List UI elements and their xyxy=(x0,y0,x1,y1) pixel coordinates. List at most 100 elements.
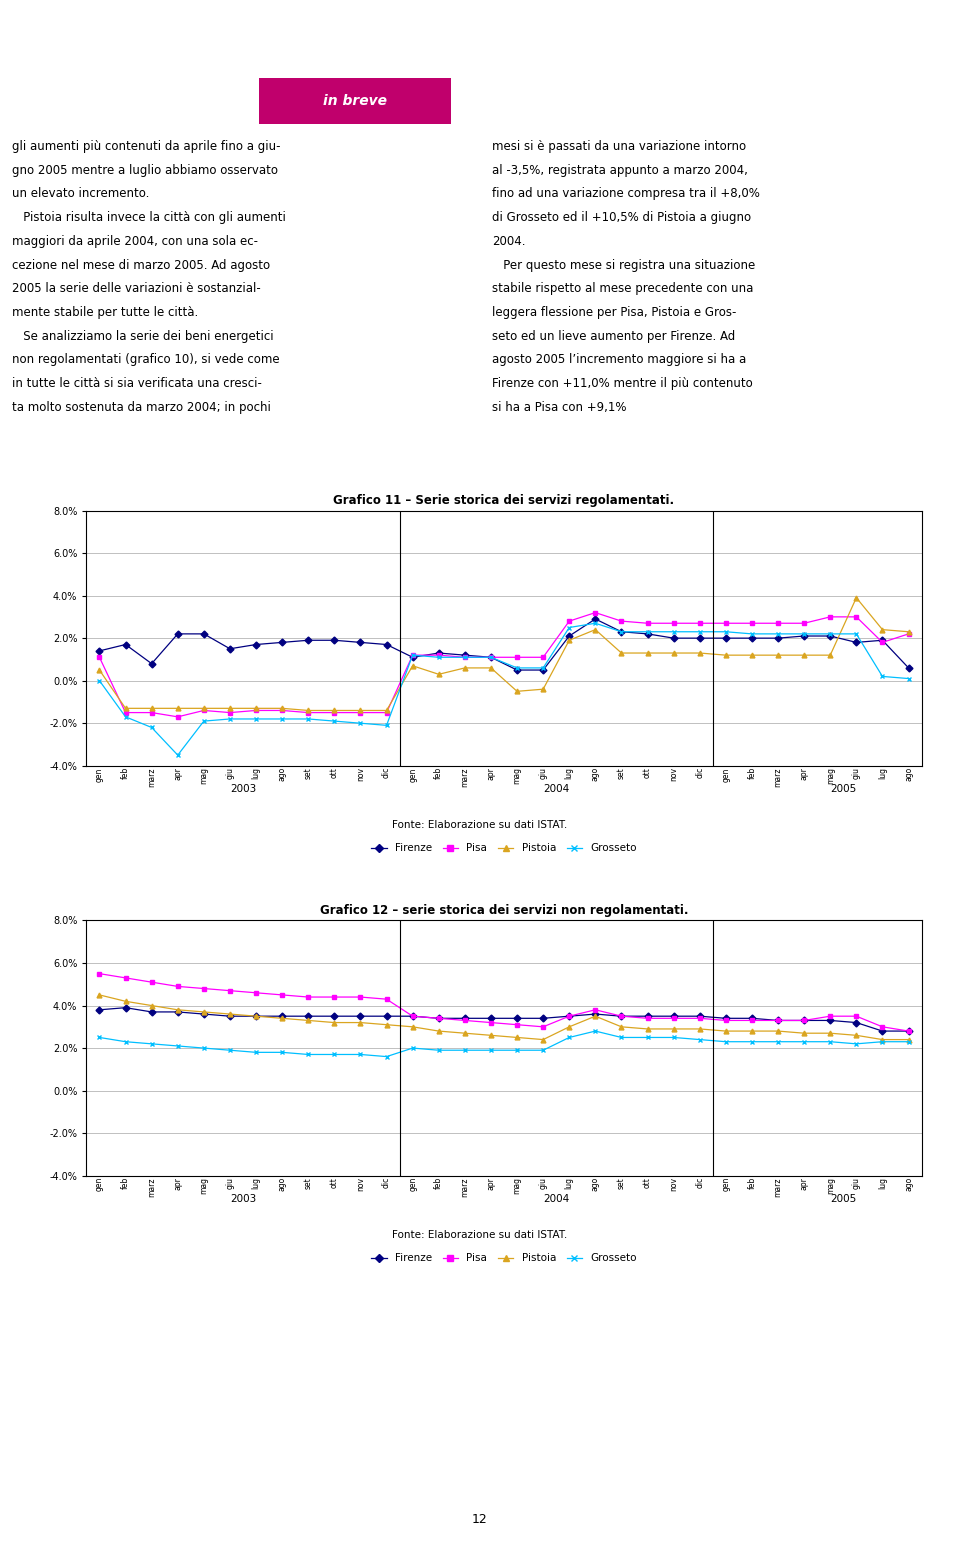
Pistoia xyxy=(354,701,366,719)
Text: ta molto sostenuta da marzo 2004; in pochi: ta molto sostenuta da marzo 2004; in poc… xyxy=(12,401,271,413)
Grosseto xyxy=(251,710,262,729)
Pisa xyxy=(251,984,262,1002)
Grosseto xyxy=(772,1032,783,1050)
Firenze xyxy=(799,627,810,645)
Firenze xyxy=(433,644,444,662)
Pistoia xyxy=(328,701,340,719)
Pisa xyxy=(354,704,366,722)
Firenze xyxy=(381,636,393,654)
Grosseto xyxy=(407,1040,419,1058)
Firenze xyxy=(276,633,288,651)
Text: fino ad una variazione compresa tra il +8,0%: fino ad una variazione compresa tra il +… xyxy=(492,187,760,201)
Text: Fonte: Elaborazione su dati ISTAT.: Fonte: Elaborazione su dati ISTAT. xyxy=(393,820,567,829)
Firenze xyxy=(120,998,132,1016)
Pisa xyxy=(876,633,888,651)
Pisa xyxy=(694,614,706,633)
Firenze xyxy=(825,1012,836,1030)
Text: 2003: 2003 xyxy=(229,784,256,794)
Grosseto xyxy=(720,1032,732,1050)
Firenze xyxy=(302,1007,314,1026)
Grosseto xyxy=(407,647,419,665)
Pisa xyxy=(172,707,183,726)
Pisa xyxy=(851,1007,862,1026)
Firenze xyxy=(485,648,496,667)
Text: leggera flessione per Pisa, Pistoia e Gros-: leggera flessione per Pisa, Pistoia e Gr… xyxy=(492,306,736,319)
Text: 2004: 2004 xyxy=(543,784,569,794)
Text: Se analizziamo la serie dei beni energetici: Se analizziamo la serie dei beni energet… xyxy=(12,330,274,342)
Line: Firenze: Firenze xyxy=(97,1006,911,1033)
Pistoia xyxy=(302,1012,314,1030)
Grosseto xyxy=(876,1032,888,1050)
Pistoia xyxy=(615,644,627,662)
Pistoia xyxy=(120,992,132,1010)
Firenze xyxy=(668,628,680,647)
Grosseto xyxy=(354,715,366,733)
Grosseto xyxy=(146,718,157,736)
Grosseto xyxy=(485,648,496,667)
Firenze xyxy=(407,648,419,667)
Pisa xyxy=(825,608,836,627)
Pisa xyxy=(825,1007,836,1026)
Firenze xyxy=(328,631,340,650)
Firenze xyxy=(94,642,106,661)
FancyBboxPatch shape xyxy=(259,77,451,124)
Title: Grafico 11 – Serie storica dei servizi regolamentati.: Grafico 11 – Serie storica dei servizi r… xyxy=(333,493,675,506)
Grosseto xyxy=(276,710,288,729)
Firenze xyxy=(225,639,236,657)
Pistoia xyxy=(589,620,601,639)
Text: seto ed un lieve aumento per Firenze. Ad: seto ed un lieve aumento per Firenze. Ad xyxy=(492,330,735,342)
Pistoia xyxy=(407,656,419,674)
Firenze xyxy=(146,1002,157,1021)
Grosseto xyxy=(276,1043,288,1061)
Pisa xyxy=(902,625,914,644)
Grosseto xyxy=(146,1035,157,1054)
Pisa xyxy=(668,614,680,633)
Text: 2004: 2004 xyxy=(543,1194,569,1204)
Grosseto xyxy=(902,670,914,688)
Pisa xyxy=(538,1018,549,1036)
Text: mente stabile per tutte le città.: mente stabile per tutte le città. xyxy=(12,306,199,319)
Pistoia xyxy=(459,659,470,678)
Pisa xyxy=(433,1009,444,1027)
Pistoia xyxy=(485,659,496,678)
Pistoia xyxy=(94,985,106,1004)
Grosseto xyxy=(512,1041,523,1060)
Grosseto xyxy=(433,648,444,667)
Grosseto xyxy=(615,1029,627,1047)
Firenze xyxy=(251,1007,262,1026)
Text: un elevato incremento.: un elevato incremento. xyxy=(12,187,150,201)
Grosseto xyxy=(328,712,340,730)
Grosseto xyxy=(615,622,627,640)
Grosseto xyxy=(198,1040,209,1058)
Grosseto xyxy=(459,648,470,667)
Firenze xyxy=(851,633,862,651)
Pistoia xyxy=(407,1018,419,1036)
Pisa xyxy=(381,990,393,1009)
Firenze xyxy=(538,661,549,679)
Text: stabile rispetto al mese precedente con una: stabile rispetto al mese precedente con … xyxy=(492,282,754,295)
Pisa xyxy=(485,1013,496,1032)
Grosseto xyxy=(302,710,314,729)
Grosseto xyxy=(459,1041,470,1060)
Pisa xyxy=(615,611,627,631)
Grosseto xyxy=(381,716,393,735)
Grosseto xyxy=(564,619,575,637)
Pisa xyxy=(354,987,366,1006)
Pistoia xyxy=(433,665,444,684)
Pisa xyxy=(433,647,444,665)
Pistoia xyxy=(564,631,575,650)
Firenze xyxy=(694,628,706,647)
Pistoia xyxy=(902,622,914,640)
Text: maggiori da aprile 2004, con una sola ec-: maggiori da aprile 2004, con una sola ec… xyxy=(12,235,258,248)
Text: 2003: 2003 xyxy=(229,1194,256,1204)
Pistoia xyxy=(302,701,314,719)
Pistoia xyxy=(225,1006,236,1024)
Pistoia xyxy=(251,699,262,718)
Pistoia xyxy=(876,620,888,639)
Grosseto xyxy=(485,1041,496,1060)
Pisa xyxy=(172,978,183,996)
Firenze xyxy=(772,1012,783,1030)
Pisa xyxy=(407,1007,419,1026)
Grosseto xyxy=(120,1032,132,1050)
Firenze xyxy=(720,1009,732,1027)
